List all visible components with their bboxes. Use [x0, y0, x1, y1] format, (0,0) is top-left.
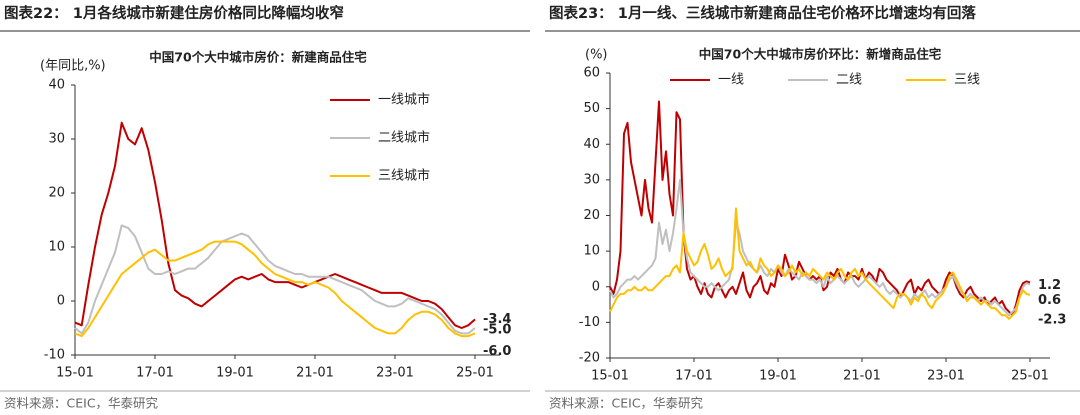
end-label: -6.0	[483, 344, 511, 359]
y-tick-label: -10	[44, 348, 65, 363]
x-tick-label: 19-01	[216, 366, 254, 381]
x-tick-label: 17-01	[136, 366, 174, 381]
y-tick-label: 10	[583, 244, 600, 259]
x-tick-label: 17-01	[675, 369, 713, 384]
end-label: -3.4	[483, 312, 511, 327]
y-tick-label: 30	[48, 132, 65, 147]
series-line	[74, 240, 476, 338]
end-label: 0.6	[1038, 293, 1061, 308]
y-tick-label: 20	[48, 186, 65, 201]
y-tick-label: -20	[579, 351, 600, 366]
y-tick-label: 50	[583, 101, 600, 116]
y-tick-label: 30	[583, 172, 600, 187]
source: 资料来源：CEIC，华泰研究	[549, 396, 704, 411]
y-tick-label: 0	[592, 279, 600, 294]
x-tick-label: 15-01	[591, 369, 629, 384]
end-label: -2.3	[1038, 312, 1066, 327]
x-tick-label: 23-01	[927, 369, 965, 384]
y-axis-label: (%)	[585, 48, 608, 63]
panel-title: 图表22： 1月各线城市新建住房价格同比降幅均收窄	[4, 4, 344, 22]
chart-subtitle: 中国70个大中城市房价：新建商品住宅	[149, 50, 367, 65]
x-tick-label: 21-01	[843, 369, 881, 384]
x-tick-label: 21-01	[296, 366, 334, 381]
end-label: -5.0	[483, 323, 511, 338]
series-line	[74, 121, 476, 329]
legend-label: 一线城市	[378, 92, 430, 108]
x-tick-label: 25-01	[456, 366, 494, 381]
y-tick-label: -10	[579, 315, 600, 330]
source: 资料来源：CEIC，华泰研究	[4, 396, 159, 411]
x-tick-label: 19-01	[759, 369, 797, 384]
y-tick-label: 20	[583, 208, 600, 223]
legend-label: 三线城市	[378, 168, 430, 184]
legend-label: 一线	[718, 73, 744, 88]
y-tick-label: 10	[48, 240, 65, 255]
series-line	[609, 100, 1031, 317]
y-axis-label: (年同比,%)	[40, 59, 106, 74]
x-tick-label: 25-01	[1011, 369, 1049, 384]
x-tick-label: 15-01	[56, 366, 94, 381]
legend-label: 二线	[836, 73, 862, 88]
y-tick-label: 40	[48, 78, 65, 93]
y-tick-label: 40	[583, 137, 600, 152]
series-line	[609, 207, 1031, 320]
series-line	[74, 224, 476, 335]
legend-label: 三线	[954, 73, 980, 88]
panel-title: 图表23： 1月一线、三线城市新建商品住宅价格环比增速均有回落	[549, 4, 976, 22]
series-line	[609, 178, 1031, 317]
legend-label: 二线城市	[378, 130, 430, 146]
end-label: 1.2	[1038, 278, 1061, 293]
y-tick-label: 0	[57, 294, 65, 309]
x-tick-label: 23-01	[376, 366, 414, 381]
y-tick-label: 60	[583, 66, 600, 81]
chart-subtitle: 中国70个大中城市房价环比：新增商品住宅	[699, 47, 942, 62]
